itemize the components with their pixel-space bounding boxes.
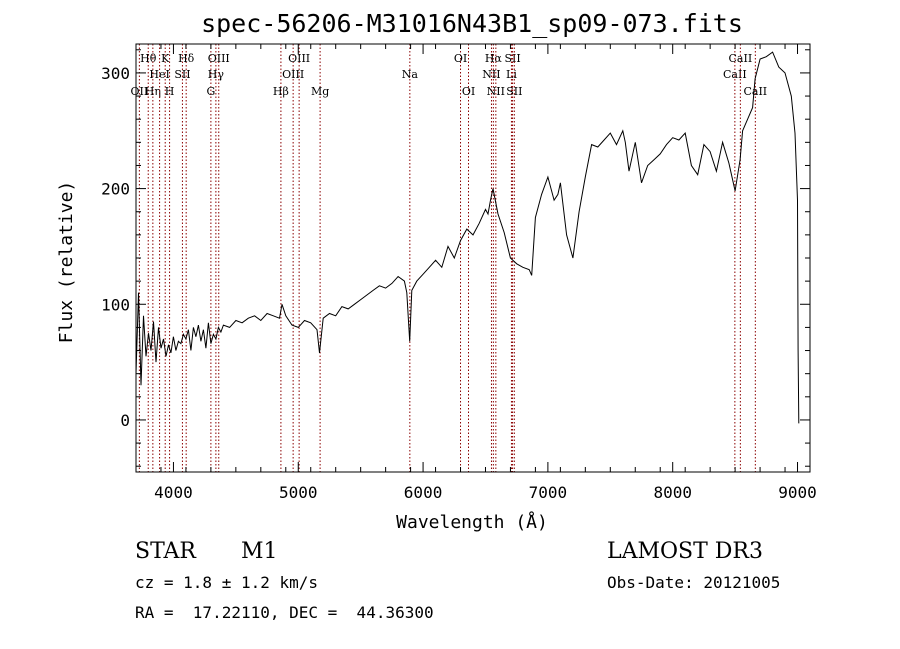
spectral-line-label: OII [131, 85, 149, 98]
y-axis-label: Flux (relative) [56, 181, 77, 344]
spectral-line-label: Hη [145, 85, 161, 98]
spectral-line-label: Hθ [140, 52, 157, 65]
spectral-line-label: SII [174, 68, 190, 81]
x-tick-label: 8000 [653, 483, 692, 502]
object-type: STAR [135, 539, 196, 564]
object-subclass: M1 [241, 539, 278, 564]
redshift-cz: cz = 1.8 ± 1.2 km/s [135, 573, 319, 592]
x-tick-label: 6000 [404, 483, 443, 502]
spectral-line-label: SII [504, 52, 520, 65]
x-tick-label: 7000 [529, 483, 568, 502]
spectral-line-label: NII [487, 85, 505, 98]
spectral-line-label: OI [462, 85, 475, 98]
spectral-line-label: Hβ [273, 85, 289, 98]
y-tick-label: 200 [101, 180, 130, 199]
spectral-line-label: OIII [282, 68, 304, 81]
spectral-line-label: OIII [288, 52, 310, 65]
spectral-line-label: Na [402, 68, 419, 81]
y-tick-label: 0 [120, 411, 130, 430]
spectral-line-label: CaII [723, 68, 747, 81]
coordinates: RA = 17.22110, DEC = 44.36300 [135, 603, 434, 622]
y-tick-label: 100 [101, 295, 130, 314]
spectral-line-label: CaII [729, 52, 753, 65]
spectral-line-label: CaII [743, 85, 767, 98]
spectral-line-label: HeI [149, 68, 169, 81]
spectral-line-label: OI [454, 52, 467, 65]
spectral-line-label: K [161, 52, 170, 65]
spectral-line-label: Mg [311, 85, 329, 98]
spectral-line-label: Hδ [178, 52, 195, 65]
spectral-line-label: Li [506, 68, 517, 81]
flux-series-line [135, 51, 800, 424]
x-tick-label: 5000 [279, 483, 318, 502]
spectral-line-label: SII [506, 85, 522, 98]
x-tick-label: 9000 [778, 483, 817, 502]
axes-layer: 4000 5000 6000 7000 8000 9000 0 100 200 300 [101, 44, 817, 502]
spectral-line-label: NII [482, 68, 500, 81]
spectral-line-label: Hα [485, 52, 503, 65]
spectral-line-label: H [165, 85, 175, 98]
spectral-lines-layer: OII Hθ Hη HeI K H SII Hδ G Hγ OIII Hβ OIII OIII Mg Na OI… [131, 44, 767, 472]
x-tick-label: 4000 [154, 483, 193, 502]
survey-name: LAMOST DR3 [607, 539, 763, 564]
spectral-line-label: OIII [208, 52, 230, 65]
x-axis-label: Wavelength (Å) [396, 511, 548, 533]
obs-date: Obs-Date: 20121005 [607, 573, 781, 592]
y-tick-label: 300 [101, 64, 130, 83]
spectral-line-label: G [206, 85, 215, 98]
chart-title: spec-56206-M31016N43B1_sp09-073.fits [201, 9, 743, 38]
spectral-line-label: Hγ [208, 68, 225, 81]
plot-frame [135, 43, 811, 473]
